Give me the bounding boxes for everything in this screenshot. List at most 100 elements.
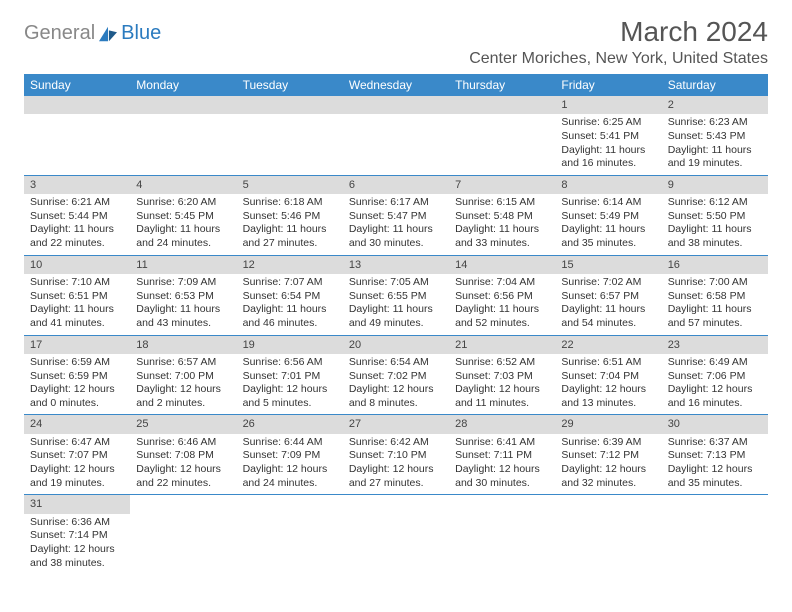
- day-content: Sunrise: 6:15 AMSunset: 5:48 PMDaylight:…: [449, 194, 555, 255]
- day-content: Sunrise: 6:17 AMSunset: 5:47 PMDaylight:…: [343, 194, 449, 255]
- calendar-cell: [130, 96, 236, 175]
- sunrise-line: Sunrise: 6:15 AM: [455, 196, 549, 210]
- day-number: 16: [662, 256, 768, 274]
- day-number: 12: [237, 256, 343, 274]
- sunset-line: Sunset: 7:06 PM: [668, 370, 762, 384]
- sunrise-line: Sunrise: 6:37 AM: [668, 436, 762, 450]
- calendar-cell: [237, 495, 343, 574]
- calendar-cell: 21Sunrise: 6:52 AMSunset: 7:03 PMDayligh…: [449, 335, 555, 415]
- day-content: Sunrise: 6:12 AMSunset: 5:50 PMDaylight:…: [662, 194, 768, 255]
- sunrise-line: Sunrise: 6:17 AM: [349, 196, 443, 210]
- day-content: Sunrise: 6:47 AMSunset: 7:07 PMDaylight:…: [24, 434, 130, 495]
- sunset-line: Sunset: 6:53 PM: [136, 290, 230, 304]
- sunset-line: Sunset: 5:48 PM: [455, 210, 549, 224]
- sunset-line: Sunset: 7:07 PM: [30, 449, 124, 463]
- day-content: Sunrise: 6:51 AMSunset: 7:04 PMDaylight:…: [555, 354, 661, 415]
- calendar-body: 1Sunrise: 6:25 AMSunset: 5:41 PMDaylight…: [24, 96, 768, 574]
- empty-daynum: [130, 96, 236, 114]
- day-header: Sunday: [24, 74, 130, 96]
- sunrise-line: Sunrise: 6:57 AM: [136, 356, 230, 370]
- daylight-line: Daylight: 11 hours and 57 minutes.: [668, 303, 762, 330]
- sunset-line: Sunset: 6:55 PM: [349, 290, 443, 304]
- sunrise-line: Sunrise: 7:02 AM: [561, 276, 655, 290]
- sunrise-line: Sunrise: 6:14 AM: [561, 196, 655, 210]
- day-number: 4: [130, 176, 236, 194]
- day-content: Sunrise: 7:09 AMSunset: 6:53 PMDaylight:…: [130, 274, 236, 335]
- sunset-line: Sunset: 5:44 PM: [30, 210, 124, 224]
- day-number: 11: [130, 256, 236, 274]
- sunrise-line: Sunrise: 7:05 AM: [349, 276, 443, 290]
- sunset-line: Sunset: 5:49 PM: [561, 210, 655, 224]
- daylight-line: Daylight: 11 hours and 35 minutes.: [561, 223, 655, 250]
- calendar-cell: 28Sunrise: 6:41 AMSunset: 7:11 PMDayligh…: [449, 415, 555, 495]
- daylight-line: Daylight: 12 hours and 13 minutes.: [561, 383, 655, 410]
- sunrise-line: Sunrise: 6:56 AM: [243, 356, 337, 370]
- day-number: 2: [662, 96, 768, 114]
- daylight-line: Daylight: 11 hours and 22 minutes.: [30, 223, 124, 250]
- daylight-line: Daylight: 11 hours and 30 minutes.: [349, 223, 443, 250]
- daylight-line: Daylight: 11 hours and 27 minutes.: [243, 223, 337, 250]
- day-content: Sunrise: 7:10 AMSunset: 6:51 PMDaylight:…: [24, 274, 130, 335]
- day-content: Sunrise: 6:57 AMSunset: 7:00 PMDaylight:…: [130, 354, 236, 415]
- day-number: 7: [449, 176, 555, 194]
- day-content: Sunrise: 6:18 AMSunset: 5:46 PMDaylight:…: [237, 194, 343, 255]
- day-content: Sunrise: 6:39 AMSunset: 7:12 PMDaylight:…: [555, 434, 661, 495]
- sunrise-line: Sunrise: 6:39 AM: [561, 436, 655, 450]
- sunset-line: Sunset: 5:46 PM: [243, 210, 337, 224]
- sunset-line: Sunset: 6:59 PM: [30, 370, 124, 384]
- daylight-line: Daylight: 11 hours and 46 minutes.: [243, 303, 337, 330]
- sunset-line: Sunset: 6:58 PM: [668, 290, 762, 304]
- daylight-line: Daylight: 11 hours and 24 minutes.: [136, 223, 230, 250]
- sunset-line: Sunset: 5:43 PM: [668, 130, 762, 144]
- calendar-cell: 2Sunrise: 6:23 AMSunset: 5:43 PMDaylight…: [662, 96, 768, 175]
- sunset-line: Sunset: 5:50 PM: [668, 210, 762, 224]
- calendar-cell: 9Sunrise: 6:12 AMSunset: 5:50 PMDaylight…: [662, 175, 768, 255]
- sunset-line: Sunset: 7:12 PM: [561, 449, 655, 463]
- day-content: Sunrise: 6:54 AMSunset: 7:02 PMDaylight:…: [343, 354, 449, 415]
- daylight-line: Daylight: 11 hours and 19 minutes.: [668, 144, 762, 171]
- sunrise-line: Sunrise: 6:18 AM: [243, 196, 337, 210]
- sunrise-line: Sunrise: 6:59 AM: [30, 356, 124, 370]
- day-content: Sunrise: 6:25 AMSunset: 5:41 PMDaylight:…: [555, 114, 661, 175]
- daylight-line: Daylight: 11 hours and 43 minutes.: [136, 303, 230, 330]
- calendar-head: SundayMondayTuesdayWednesdayThursdayFrid…: [24, 74, 768, 96]
- header: General Blue March 2024 Center Moriches,…: [24, 16, 768, 68]
- location: Center Moriches, New York, United States: [469, 50, 768, 68]
- calendar-cell: 31Sunrise: 6:36 AMSunset: 7:14 PMDayligh…: [24, 495, 130, 574]
- daylight-line: Daylight: 12 hours and 38 minutes.: [30, 543, 124, 570]
- day-number: 15: [555, 256, 661, 274]
- calendar-row: 1Sunrise: 6:25 AMSunset: 5:41 PMDaylight…: [24, 96, 768, 175]
- sunset-line: Sunset: 5:45 PM: [136, 210, 230, 224]
- day-content: Sunrise: 6:44 AMSunset: 7:09 PMDaylight:…: [237, 434, 343, 495]
- day-header: Tuesday: [237, 74, 343, 96]
- calendar-cell: 8Sunrise: 6:14 AMSunset: 5:49 PMDaylight…: [555, 175, 661, 255]
- sunrise-line: Sunrise: 6:12 AM: [668, 196, 762, 210]
- day-number: 29: [555, 415, 661, 433]
- calendar-cell: [449, 96, 555, 175]
- calendar-cell: 16Sunrise: 7:00 AMSunset: 6:58 PMDayligh…: [662, 255, 768, 335]
- sunset-line: Sunset: 7:08 PM: [136, 449, 230, 463]
- day-content: Sunrise: 7:02 AMSunset: 6:57 PMDaylight:…: [555, 274, 661, 335]
- empty-daynum: [24, 96, 130, 114]
- daylight-line: Daylight: 11 hours and 52 minutes.: [455, 303, 549, 330]
- calendar-row: 17Sunrise: 6:59 AMSunset: 6:59 PMDayligh…: [24, 335, 768, 415]
- sunset-line: Sunset: 6:51 PM: [30, 290, 124, 304]
- sunset-line: Sunset: 5:41 PM: [561, 130, 655, 144]
- sunrise-line: Sunrise: 6:44 AM: [243, 436, 337, 450]
- day-content: Sunrise: 6:46 AMSunset: 7:08 PMDaylight:…: [130, 434, 236, 495]
- calendar-cell: 29Sunrise: 6:39 AMSunset: 7:12 PMDayligh…: [555, 415, 661, 495]
- daylight-line: Daylight: 11 hours and 49 minutes.: [349, 303, 443, 330]
- calendar-cell: 10Sunrise: 7:10 AMSunset: 6:51 PMDayligh…: [24, 255, 130, 335]
- daylight-line: Daylight: 11 hours and 41 minutes.: [30, 303, 124, 330]
- calendar-cell: [237, 96, 343, 175]
- sunrise-line: Sunrise: 6:54 AM: [349, 356, 443, 370]
- day-number: 30: [662, 415, 768, 433]
- calendar-cell: 30Sunrise: 6:37 AMSunset: 7:13 PMDayligh…: [662, 415, 768, 495]
- sunset-line: Sunset: 7:10 PM: [349, 449, 443, 463]
- month-title: March 2024: [469, 16, 768, 48]
- daylight-line: Daylight: 12 hours and 27 minutes.: [349, 463, 443, 490]
- day-number: 22: [555, 336, 661, 354]
- calendar-cell: [343, 495, 449, 574]
- sunrise-line: Sunrise: 6:49 AM: [668, 356, 762, 370]
- title-block: March 2024 Center Moriches, New York, Un…: [469, 16, 768, 68]
